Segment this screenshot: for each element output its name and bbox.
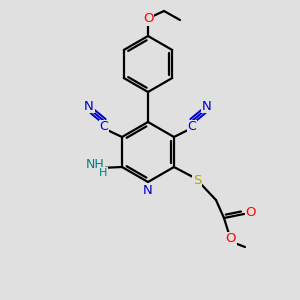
Text: NH: NH bbox=[85, 158, 104, 172]
Text: N: N bbox=[84, 100, 94, 112]
Text: O: O bbox=[226, 232, 236, 245]
Text: N: N bbox=[202, 100, 212, 112]
Text: C: C bbox=[188, 121, 196, 134]
Text: N: N bbox=[143, 184, 153, 196]
Text: C: C bbox=[100, 121, 108, 134]
Text: S: S bbox=[193, 173, 201, 187]
Text: O: O bbox=[143, 13, 153, 26]
Text: O: O bbox=[246, 206, 256, 220]
Text: H: H bbox=[99, 168, 107, 178]
